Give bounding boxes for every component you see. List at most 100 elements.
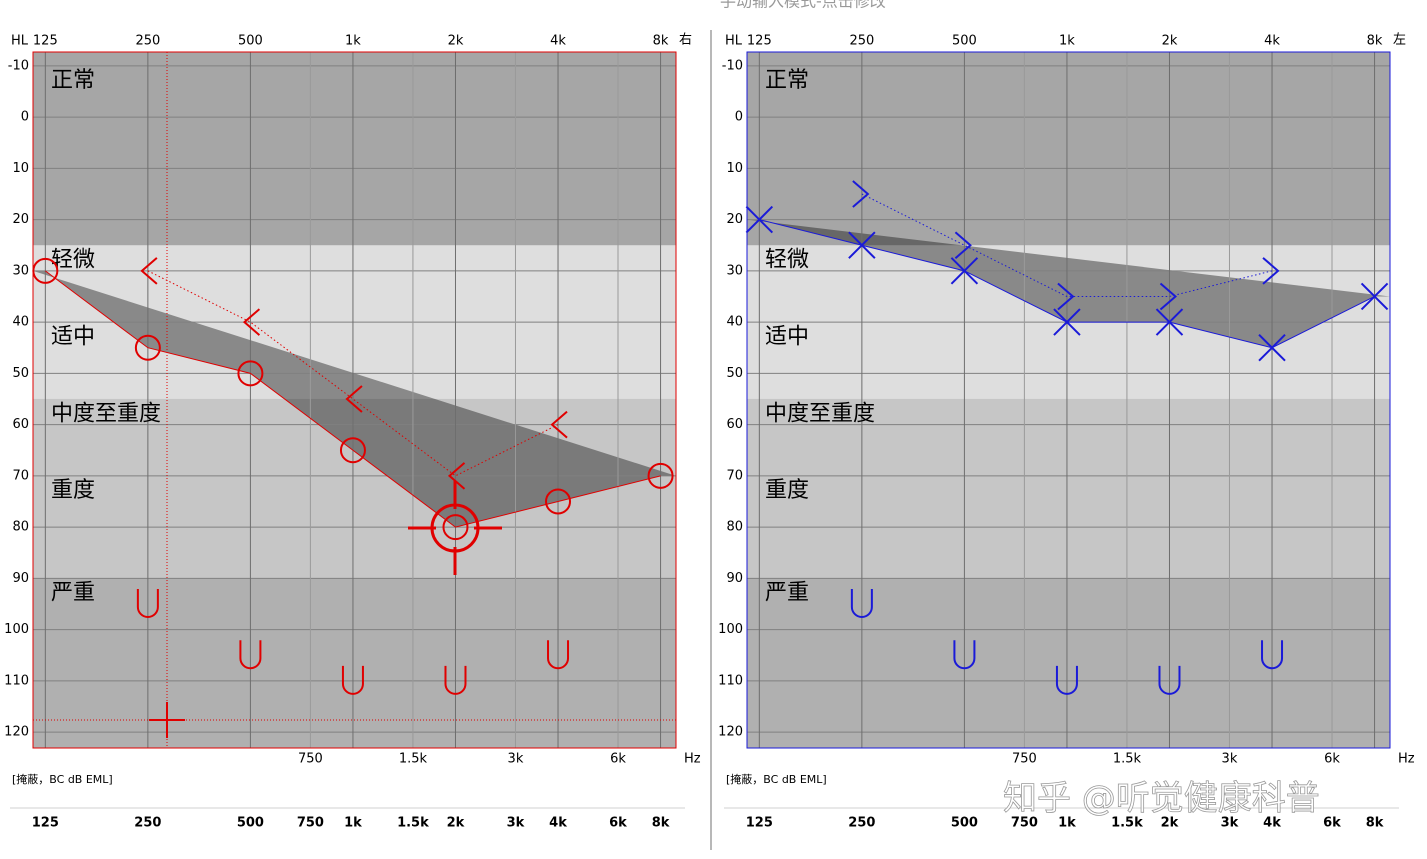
- y-tick-label: 80: [726, 520, 743, 535]
- x-tick-label: 2k: [448, 34, 464, 49]
- bottom-tick-label: 4k: [1263, 816, 1281, 831]
- bottom-tick-label: 125: [32, 816, 59, 831]
- cursor: [33, 52, 676, 748]
- bottom-tick-label: 8k: [1366, 816, 1384, 831]
- severity-band: [33, 398, 676, 579]
- ac-marker: [950, 257, 979, 285]
- y-tick-label: 90: [726, 571, 743, 586]
- ear-label: 左: [1393, 33, 1406, 48]
- y-tick-label: 50: [726, 366, 743, 381]
- x-minor-tick-label: 3k: [1222, 752, 1238, 767]
- x-minor-tick-label: 1.5k: [399, 752, 428, 767]
- severity-label: 轻微: [765, 248, 809, 273]
- y-tick-label: 90: [12, 571, 29, 586]
- x-unit-label: Hz: [1398, 752, 1415, 767]
- ac-marker: [1155, 308, 1184, 336]
- bottom-tick-label: 250: [848, 816, 875, 831]
- bottom-tick-label: 6k: [609, 816, 627, 831]
- bottom-tick-label: 500: [237, 816, 264, 831]
- y-tick-label: 70: [726, 468, 743, 483]
- y-axis-label: HL: [11, 34, 29, 49]
- severity-label: 中度至重度: [51, 401, 161, 426]
- bc-marker: [550, 410, 568, 439]
- bc-line: [147, 270, 559, 477]
- y-tick-label: 120: [4, 725, 29, 740]
- bc-marker: [852, 180, 870, 208]
- x-minor-tick-label: 750: [298, 752, 323, 767]
- y-tick-label: -10: [722, 58, 743, 73]
- x-tick-label: 8k: [1367, 34, 1383, 49]
- bottom-tick-label: 250: [134, 816, 161, 831]
- footnote: [掩蔽，BC dB EML]: [726, 772, 827, 786]
- masking-marker: [1055, 665, 1078, 695]
- bc-marker: [140, 257, 158, 285]
- masking-marker: [1158, 665, 1181, 695]
- y-tick-label: 10: [12, 161, 29, 176]
- ac-marker: [1258, 334, 1286, 362]
- bc-marker: [954, 231, 972, 259]
- ac-line: [45, 270, 661, 528]
- x-tick-label: 125: [747, 34, 772, 49]
- x-tick-label: 250: [135, 34, 160, 49]
- y-tick-label: 0: [735, 110, 743, 125]
- y-tick-label: 20: [12, 212, 29, 227]
- x-tick-label: 125: [33, 34, 58, 49]
- severity-label: 正常: [51, 68, 95, 93]
- severity-band: [747, 398, 1390, 579]
- x-tick-label: 250: [849, 34, 874, 49]
- y-axis-label: HL: [725, 34, 743, 49]
- mode-header: 手动输入模式-点击修改: [720, 0, 886, 11]
- bottom-tick-label: 750: [1011, 816, 1038, 831]
- y-tick-label: 100: [4, 622, 29, 637]
- y-tick-label: 110: [4, 673, 29, 688]
- ac-marker: [32, 257, 59, 284]
- severity-label: 严重: [765, 581, 809, 606]
- x-tick-label: 500: [238, 34, 263, 49]
- y-tick-label: 120: [718, 725, 743, 740]
- y-tick-label: 0: [21, 110, 29, 125]
- y-tick-label: 10: [726, 161, 743, 176]
- plot-frame: [32, 51, 677, 749]
- ac-marker: [134, 334, 161, 361]
- bottom-tick-label: 6k: [1323, 816, 1341, 831]
- bc-marker: [1057, 282, 1075, 311]
- x-tick-label: 4k: [550, 34, 566, 49]
- x-tick-label: 500: [952, 34, 977, 49]
- y-tick-label: 110: [718, 673, 743, 688]
- plot-frame: [746, 51, 1391, 749]
- bottom-tick-label: 3k: [507, 816, 525, 831]
- bottom-tick-label: 1k: [344, 816, 362, 831]
- x-tick-label: 1k: [345, 34, 361, 49]
- masking-marker: [953, 640, 976, 670]
- watermark: 知乎 @听觉健康科普: [1003, 779, 1320, 819]
- severity-band: [33, 578, 676, 748]
- y-tick-label: 60: [12, 417, 29, 432]
- severity-label: 适中: [51, 324, 95, 349]
- ac-marker: [545, 488, 572, 515]
- bottom-tick-label: 2k: [447, 816, 465, 831]
- severity-band: [747, 578, 1390, 748]
- x-unit-label: Hz: [684, 752, 701, 767]
- severity-label: 适中: [765, 324, 809, 349]
- ac-marker: [442, 514, 469, 541]
- x-minor-tick-label: 6k: [1324, 752, 1340, 767]
- severity-label: 严重: [51, 581, 95, 606]
- masking-marker: [239, 640, 262, 670]
- y-tick-label: -10: [8, 58, 29, 73]
- severity-label: 中度至重度: [765, 401, 875, 426]
- bottom-tick-label: 1.5k: [1111, 816, 1143, 831]
- y-tick-label: 70: [12, 468, 29, 483]
- bottom-tick-label: 8k: [652, 816, 670, 831]
- y-tick-label: 40: [726, 315, 743, 330]
- masking-marker: [444, 665, 467, 695]
- severity-label: 重度: [765, 478, 809, 503]
- bottom-tick-label: 125: [746, 816, 773, 831]
- ac-marker: [745, 205, 774, 234]
- bc-marker: [345, 385, 363, 413]
- masking-marker: [850, 588, 873, 618]
- y-tick-label: 30: [12, 263, 29, 278]
- bc-line: [861, 193, 1273, 297]
- bottom-tick-label: 500: [951, 816, 978, 831]
